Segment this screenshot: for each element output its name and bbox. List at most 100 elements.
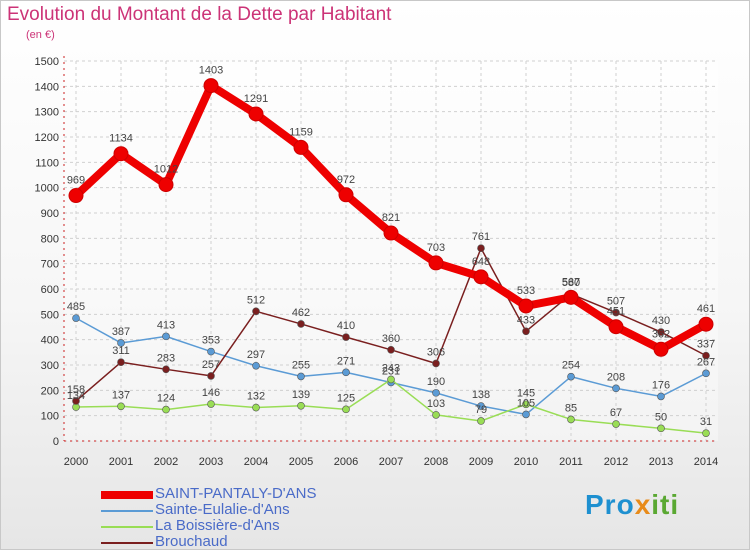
data-label: 485 — [67, 301, 85, 313]
data-label: 231 — [382, 365, 400, 377]
x-tick-label: 2005 — [289, 456, 313, 468]
data-label: 125 — [337, 392, 355, 404]
data-label: 512 — [247, 294, 265, 306]
data-label: 257 — [202, 359, 220, 371]
data-point — [657, 424, 665, 433]
data-point — [117, 339, 125, 347]
data-point — [207, 372, 215, 380]
data-point — [207, 400, 215, 408]
data-point — [252, 403, 260, 412]
x-tick-label: 2011 — [559, 456, 583, 468]
data-label: 413 — [157, 319, 175, 331]
y-tick-label: 1300 — [35, 107, 59, 119]
data-point — [297, 320, 305, 328]
data-label: 567 — [562, 276, 580, 288]
data-label: 1159 — [289, 126, 313, 138]
data-point — [387, 345, 395, 354]
data-point — [612, 384, 620, 393]
data-point — [252, 361, 260, 370]
data-point — [522, 400, 530, 409]
y-tick-label: 0 — [53, 436, 59, 448]
data-point — [522, 327, 530, 336]
x-tick-label: 2003 — [199, 456, 223, 468]
legend-swatch — [101, 542, 153, 544]
data-label: 703 — [427, 242, 445, 254]
data-point — [612, 420, 620, 428]
data-point — [563, 289, 579, 305]
x-tick-label: 2002 — [154, 456, 178, 468]
data-point — [432, 389, 440, 397]
data-point — [612, 308, 620, 317]
data-point — [68, 188, 84, 204]
data-label: 85 — [565, 402, 577, 414]
data-label: 31 — [700, 416, 712, 428]
data-label: 430 — [652, 315, 670, 327]
data-label: 134 — [67, 390, 85, 402]
data-label: 533 — [517, 285, 535, 297]
data-label: 451 — [607, 306, 625, 318]
legend-label: La Boissière-d'Ans — [155, 517, 280, 534]
y-tick-label: 700 — [41, 259, 59, 271]
data-point — [608, 319, 624, 335]
data-point — [432, 359, 440, 368]
data-label: 972 — [337, 174, 355, 186]
data-label: 507 — [607, 296, 625, 308]
data-label: 267 — [697, 356, 715, 368]
x-tick-label: 2001 — [109, 456, 133, 468]
data-point — [72, 314, 80, 322]
y-tick-label: 1100 — [35, 157, 59, 169]
data-point — [342, 333, 350, 341]
y-tick-label: 1400 — [35, 81, 59, 93]
data-label: 821 — [382, 212, 400, 224]
x-tick-label: 2007 — [379, 456, 403, 468]
legend-label: Brouchaud — [155, 533, 228, 550]
data-label: 1012 — [154, 164, 178, 176]
data-label: 190 — [427, 376, 445, 388]
data-label: 271 — [337, 355, 355, 367]
x-tick-label: 2014 — [694, 456, 718, 468]
data-label: 138 — [472, 389, 490, 401]
data-label: 105 — [517, 397, 535, 409]
y-tick-label: 900 — [41, 208, 59, 220]
y-tick-label: 200 — [41, 385, 59, 397]
y-tick-label: 1500 — [35, 56, 59, 68]
data-point — [113, 146, 129, 162]
data-point — [203, 78, 219, 94]
data-label: 283 — [157, 352, 175, 364]
y-tick-label: 400 — [41, 335, 59, 347]
data-label: 158 — [67, 384, 85, 396]
data-label: 50 — [655, 411, 667, 423]
data-point — [657, 392, 665, 401]
data-point — [477, 402, 485, 410]
data-point — [252, 307, 260, 316]
data-label: 1291 — [244, 93, 268, 105]
data-point — [297, 401, 305, 410]
data-label: 1134 — [109, 133, 133, 145]
data-label: 306 — [427, 346, 445, 358]
data-point — [342, 368, 350, 377]
data-point — [567, 415, 575, 424]
data-point — [162, 332, 170, 341]
data-label: 67 — [610, 407, 622, 419]
data-point — [117, 358, 125, 367]
data-label: 146 — [202, 387, 220, 399]
logo-part-2: x — [634, 489, 652, 520]
data-point — [522, 410, 530, 419]
legend-swatch — [101, 526, 153, 528]
data-point — [297, 372, 305, 381]
data-label: 79 — [475, 404, 487, 416]
x-tick-label: 2008 — [424, 456, 448, 468]
legend-swatch — [101, 510, 153, 512]
data-point — [657, 328, 665, 336]
x-tick-label: 2000 — [64, 456, 88, 468]
data-point — [477, 417, 485, 425]
data-point — [477, 244, 485, 253]
data-label: 461 — [697, 303, 715, 315]
data-label: 433 — [517, 314, 535, 326]
data-point — [342, 405, 350, 414]
data-label: 208 — [607, 371, 625, 383]
data-point — [162, 405, 170, 414]
data-point — [248, 106, 264, 122]
data-label: 580 — [562, 277, 580, 289]
